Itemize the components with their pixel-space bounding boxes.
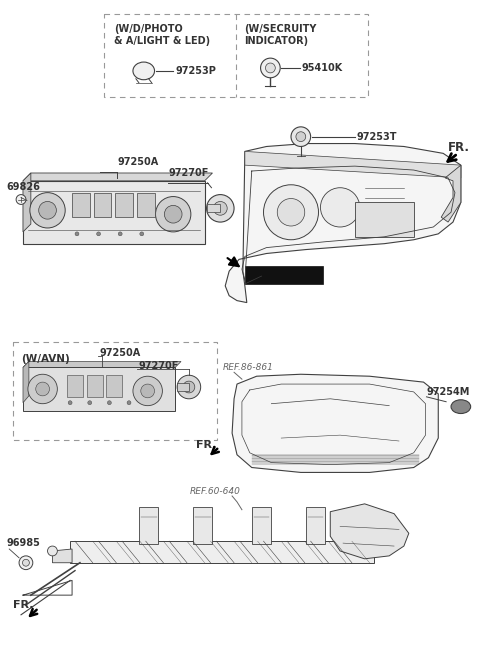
Circle shape (68, 401, 72, 405)
Text: FR.: FR. (196, 440, 216, 450)
Bar (23, 181, 204, 244)
Polygon shape (23, 173, 31, 232)
Circle shape (141, 384, 155, 398)
Ellipse shape (133, 62, 155, 79)
Text: REF.60-640: REF.60-640 (190, 487, 241, 496)
Bar (137, 192, 155, 217)
Text: 97250A: 97250A (117, 157, 158, 167)
Bar (94, 192, 111, 217)
Text: REF.86-861: REF.86-861 (222, 363, 273, 372)
Text: FR.: FR. (13, 600, 34, 610)
Circle shape (183, 381, 195, 393)
Circle shape (39, 202, 56, 219)
Circle shape (28, 374, 57, 403)
Bar (13, 342, 217, 440)
Bar (67, 375, 83, 397)
Circle shape (48, 546, 57, 556)
Text: & A/LIGHT & LED): & A/LIGHT & LED) (114, 35, 210, 45)
Bar (206, 204, 220, 212)
Bar (355, 202, 414, 237)
Bar (23, 367, 175, 411)
Text: 95410K: 95410K (302, 63, 343, 73)
Bar (72, 192, 90, 217)
Bar (105, 14, 368, 98)
Circle shape (96, 232, 100, 236)
Circle shape (206, 194, 234, 222)
Circle shape (261, 58, 280, 77)
Circle shape (36, 382, 49, 396)
Polygon shape (23, 361, 29, 403)
Circle shape (164, 205, 182, 223)
Polygon shape (232, 374, 438, 472)
Bar (245, 267, 324, 284)
Polygon shape (23, 173, 213, 181)
Text: 96985: 96985 (6, 538, 40, 548)
Circle shape (16, 194, 26, 204)
Circle shape (118, 232, 122, 236)
Circle shape (156, 196, 191, 232)
Bar (139, 507, 158, 544)
Text: 69826: 69826 (6, 182, 40, 192)
Ellipse shape (451, 399, 471, 413)
Bar (193, 507, 213, 544)
Text: 97250A: 97250A (99, 347, 141, 357)
Text: 97253P: 97253P (175, 66, 216, 76)
Bar (87, 375, 103, 397)
Text: (W/D/PHOTO: (W/D/PHOTO (114, 24, 183, 34)
Circle shape (177, 375, 201, 399)
Bar (115, 192, 133, 217)
Circle shape (19, 556, 33, 570)
Circle shape (321, 188, 360, 227)
Circle shape (108, 401, 111, 405)
Circle shape (277, 198, 305, 226)
Circle shape (30, 192, 65, 228)
Circle shape (127, 401, 131, 405)
Polygon shape (23, 361, 181, 367)
Bar (252, 507, 271, 544)
Text: INDICATOR): INDICATOR) (244, 35, 308, 45)
Polygon shape (52, 549, 72, 562)
Polygon shape (245, 152, 461, 178)
Bar (70, 541, 374, 562)
Circle shape (23, 559, 29, 566)
Text: (W/AVN): (W/AVN) (21, 353, 70, 363)
Circle shape (291, 127, 311, 146)
Circle shape (264, 185, 319, 240)
Circle shape (265, 63, 276, 73)
Circle shape (133, 376, 162, 405)
Polygon shape (441, 165, 461, 222)
Polygon shape (330, 504, 409, 559)
Circle shape (214, 202, 227, 215)
Bar (177, 383, 189, 391)
Circle shape (88, 401, 92, 405)
Circle shape (296, 132, 306, 142)
Bar (107, 375, 122, 397)
Bar (306, 507, 325, 544)
Text: FR.: FR. (448, 142, 470, 154)
Polygon shape (225, 144, 461, 303)
Circle shape (140, 232, 144, 236)
Text: 97270F: 97270F (168, 168, 209, 178)
Text: 97254M: 97254M (427, 387, 470, 397)
Circle shape (75, 232, 79, 236)
Text: 97253T: 97253T (357, 132, 397, 142)
Text: (W/SECRUITY: (W/SECRUITY (244, 24, 316, 34)
Text: 97270F: 97270F (139, 361, 179, 371)
